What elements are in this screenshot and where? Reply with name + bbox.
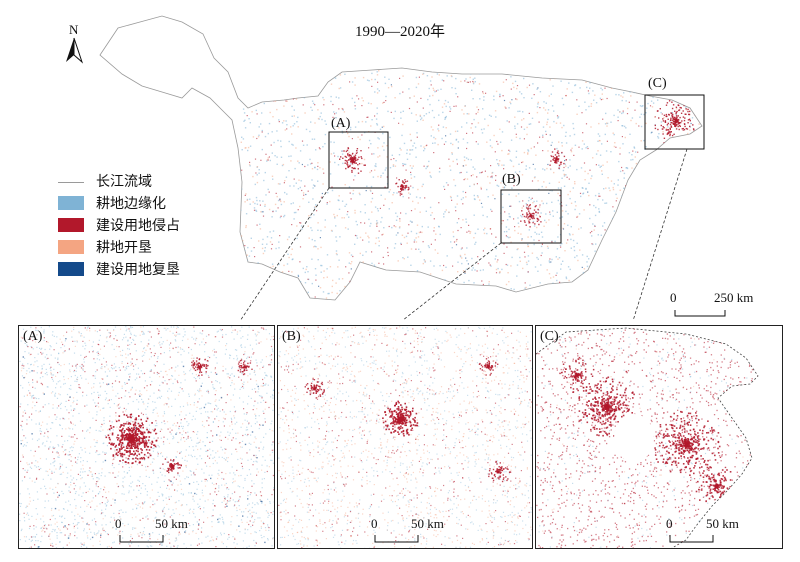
box-c — [644, 94, 705, 150]
panel-c-label: (C) — [540, 329, 559, 344]
north-label: N — [69, 22, 79, 37]
box-c-label: (C) — [648, 76, 667, 91]
main-scale-start: 0 — [670, 290, 677, 305]
leader-a — [240, 187, 330, 320]
legend-label: 耕地边缘化 — [96, 196, 166, 212]
map-title: 1990—2020年 — [354, 24, 445, 40]
north-arrow: N — [62, 22, 86, 64]
legend-swatch-encroachment — [58, 218, 84, 232]
panel-c-scale-bar — [669, 535, 714, 543]
legend-swatch-reclamation — [58, 240, 84, 254]
panel-a: (A) 0 50 km — [18, 325, 275, 549]
legend-item-marginalization: 耕地边缘化 — [58, 192, 180, 214]
panel-a-scale-start: 0 — [115, 516, 122, 531]
legend-item-basin: 长江流域 — [58, 170, 180, 192]
panel-c-scale-start: 0 — [666, 516, 673, 531]
panel-c-map — [536, 327, 759, 548]
main-basin-map — [99, 15, 726, 320]
panel-b-scale-end: 50 km — [411, 516, 444, 531]
box-b-label: (B) — [502, 172, 521, 187]
panel-c: (C) 0 50 km — [535, 325, 783, 549]
legend-swatch-marginalization — [58, 196, 84, 210]
taihu-lake — [614, 414, 654, 462]
panel-a-map — [19, 326, 274, 548]
north-arrow-icon — [66, 37, 84, 64]
legend-swatch-restoration — [58, 262, 84, 276]
legend-item-encroachment: 建设用地侵占 — [58, 214, 180, 236]
panel-c-scale-end: 50 km — [706, 516, 739, 531]
legend-label: 长江流域 — [96, 174, 152, 190]
box-a-label: (A) — [331, 116, 351, 131]
panel-b-scale-start: 0 — [371, 516, 378, 531]
panel-b-scale-bar — [374, 535, 419, 543]
leader-b — [402, 242, 502, 320]
box-b — [500, 189, 562, 244]
leader-c — [632, 148, 688, 320]
legend-item-restoration: 建设用地复垦 — [58, 258, 180, 280]
legend-label: 建设用地侵占 — [96, 218, 180, 234]
panel-b-label: (B) — [282, 329, 301, 344]
legend: 长江流域 耕地边缘化 建设用地侵占 耕地开垦 建设用地复垦 — [58, 170, 180, 280]
panel-a-scale-end: 50 km — [155, 516, 188, 531]
box-a — [328, 131, 389, 189]
main-scale-bar — [674, 310, 726, 317]
panel-c-coastline — [536, 327, 759, 548]
legend-label: 建设用地复垦 — [96, 262, 180, 278]
panel-b-map — [278, 326, 532, 548]
basin-boundary — [99, 15, 703, 301]
panel-b: (B) 0 50 km — [277, 325, 533, 549]
main-scale-end: 250 km — [714, 290, 754, 305]
legend-item-reclamation: 耕地开垦 — [58, 236, 180, 258]
legend-swatch-basin — [58, 181, 84, 183]
panel-a-scale-bar — [119, 535, 164, 543]
panel-a-label: (A) — [23, 329, 43, 344]
legend-label: 耕地开垦 — [96, 240, 152, 256]
